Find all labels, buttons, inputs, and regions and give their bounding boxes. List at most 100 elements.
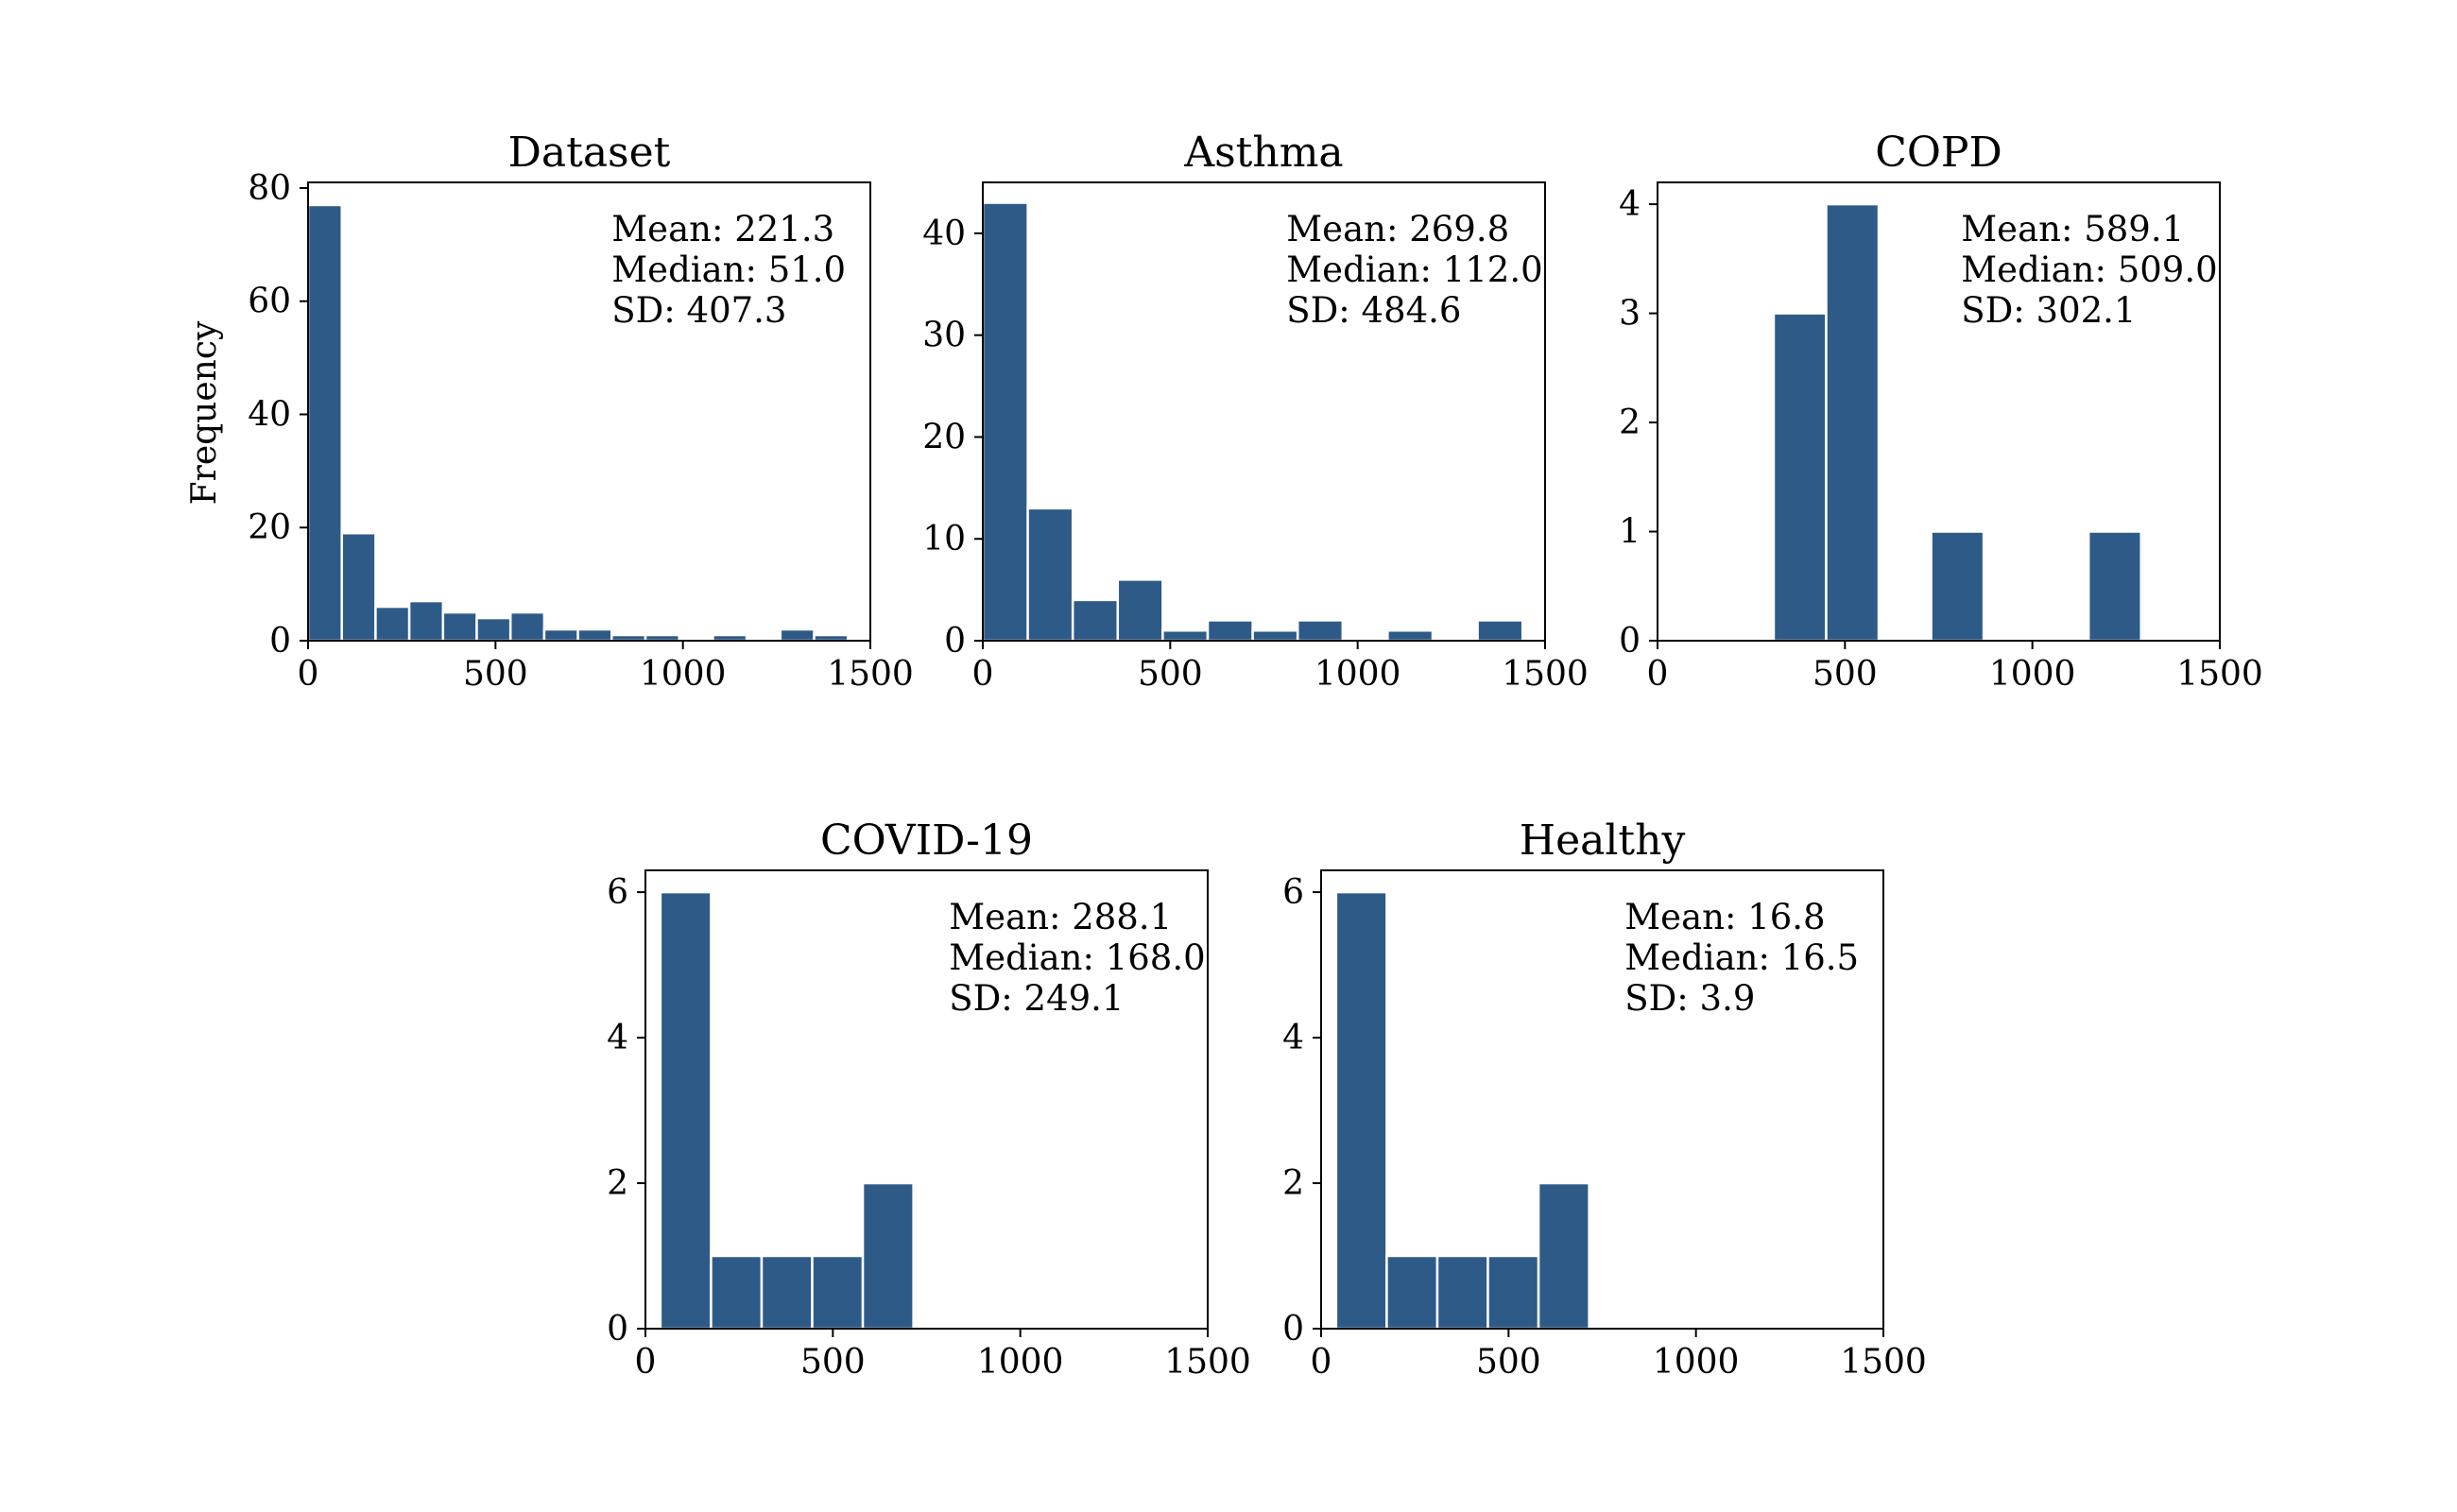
bar-asthma-7: [1296, 619, 1345, 643]
y-tick-label-dataset-4: 80: [248, 169, 291, 208]
axes-frame-healthy: [1320, 869, 1884, 1330]
x-tick-label-asthma-1: 500: [1138, 655, 1203, 694]
y-tick-label-asthma-0: 0: [944, 622, 966, 661]
x-tick-label-covid19-0: 0: [635, 1343, 657, 1382]
y-tick-label-asthma-4: 40: [922, 215, 966, 253]
bar-dataset-7: [542, 627, 579, 643]
panel-asthma: 0 500 1000 1500 0 10 20 30 40 Asthma Mean: 269.8Me…: [922, 129, 1589, 694]
bar-asthma-5: [1206, 619, 1254, 643]
y-tick-label-dataset-2: 40: [248, 395, 291, 434]
axes-frame-covid19: [644, 869, 1209, 1330]
bar-dataset-4: [441, 610, 478, 643]
bar-copd-3: [1930, 530, 1985, 643]
x-tick-label-copd-2: 1000: [1989, 655, 2076, 694]
panel-healthy: 0 500 1000 1500 0 2 4 6 Healthy Mean: 16.8Median:…: [1282, 816, 1927, 1382]
x-tick-label-dataset-2: 1000: [640, 655, 727, 694]
bar-asthma-1: [1026, 507, 1074, 643]
bar-dataset-14: [779, 627, 816, 643]
x-tick-label-covid19-3: 1500: [1164, 1343, 1251, 1382]
bar-asthma-0: [981, 201, 1029, 643]
stat-covid19-1: Median: 168.0: [949, 937, 1205, 978]
stat-healthy-2: SD: 3.9: [1624, 978, 1755, 1019]
bar-covid19-0: [659, 890, 713, 1331]
x-tick-label-asthma-3: 1500: [1502, 655, 1589, 694]
axes-frame-copd: [1657, 181, 2221, 642]
y-tick-label-healthy-2: 4: [1282, 1019, 1304, 1057]
stat-covid19-0: Mean: 288.1: [949, 897, 1172, 937]
y-tick-label-healthy-1: 2: [1282, 1164, 1304, 1203]
x-tick-label-dataset-1: 500: [463, 655, 528, 694]
x-tick-label-healthy-3: 1500: [1840, 1343, 1927, 1382]
y-tick-label-copd-4: 4: [1619, 185, 1641, 224]
stat-asthma-1: Median: 112.0: [1286, 249, 1542, 290]
axes-frame-asthma: [982, 181, 1546, 642]
bar-asthma-4: [1161, 628, 1210, 643]
y-tick-label-dataset-3: 60: [248, 283, 291, 321]
bar-covid19-3: [811, 1254, 865, 1331]
bar-dataset-0: [306, 203, 343, 643]
axes-frame-dataset: [307, 181, 871, 642]
y-tick-label-covid19-0: 0: [607, 1310, 628, 1349]
bar-copd-1: [1825, 202, 1881, 643]
stat-dataset-0: Mean: 221.3: [611, 209, 834, 249]
x-tick-label-asthma-2: 1000: [1314, 655, 1401, 694]
chart-title-dataset: Dataset: [508, 129, 671, 177]
bar-asthma-11: [1476, 619, 1524, 643]
y-tick-label-copd-2: 2: [1619, 404, 1641, 442]
x-tick-label-covid19-2: 1000: [977, 1343, 1064, 1382]
y-tick-label-copd-1: 1: [1619, 513, 1641, 552]
y-tick-label-asthma-1: 10: [922, 520, 966, 558]
y-tick-label-covid19-2: 4: [607, 1019, 628, 1057]
x-tick-label-copd-1: 500: [1813, 655, 1878, 694]
y-tick-label-dataset-0: 0: [269, 622, 291, 661]
bar-dataset-6: [508, 610, 546, 643]
y-tick-label-asthma-3: 30: [922, 317, 966, 355]
bar-copd-6: [2087, 530, 2142, 643]
x-tick-label-dataset-3: 1500: [827, 655, 914, 694]
stat-copd-2: SD: 302.1: [1961, 290, 2136, 331]
chart-title-copd: COPD: [1875, 129, 2002, 177]
stat-healthy-0: Mean: 16.8: [1624, 897, 1825, 937]
stat-covid19-2: SD: 249.1: [949, 978, 1124, 1019]
stat-dataset-1: Median: 51.0: [611, 249, 846, 290]
y-tick-label-healthy-3: 6: [1282, 873, 1304, 912]
x-tick-label-copd-0: 0: [1647, 655, 1669, 694]
y-tick-label-covid19-1: 2: [607, 1164, 628, 1203]
y-tick-label-copd-0: 0: [1619, 622, 1641, 661]
bar-dataset-2: [374, 605, 411, 643]
bar-dataset-5: [475, 616, 512, 643]
y-tick-label-asthma-2: 20: [922, 418, 966, 456]
y-tick-label-healthy-0: 0: [1282, 1310, 1304, 1349]
stat-healthy-1: Median: 16.5: [1624, 937, 1859, 978]
x-tick-label-copd-3: 1500: [2176, 655, 2263, 694]
stat-asthma-2: SD: 484.6: [1286, 290, 1461, 331]
bar-healthy-1: [1385, 1254, 1439, 1331]
panel-copd: 0 500 1000 1500 0 1 2 3 4 COPD Mean: 589.1Median: …: [1619, 129, 2263, 694]
x-tick-label-healthy-2: 1000: [1653, 1343, 1740, 1382]
y-tick-label-covid19-3: 6: [607, 873, 628, 912]
chart-title-healthy: Healthy: [1520, 816, 1686, 865]
bar-covid19-4: [861, 1181, 915, 1331]
stat-dataset-2: SD: 407.3: [611, 290, 786, 331]
bar-dataset-1: [340, 531, 377, 643]
y-axis-label: Frequency: [185, 320, 224, 505]
bar-copd-0: [1772, 312, 1828, 643]
x-tick-label-covid19-1: 500: [800, 1343, 866, 1382]
bar-covid19-1: [710, 1254, 764, 1331]
chart-title-covid19: COVID-19: [820, 816, 1033, 865]
stat-copd-1: Median: 509.0: [1961, 249, 2217, 290]
bar-healthy-0: [1334, 890, 1388, 1331]
bar-asthma-2: [1071, 598, 1120, 643]
bar-asthma-3: [1116, 578, 1164, 643]
bar-covid19-2: [760, 1254, 814, 1331]
chart-title-asthma: Asthma: [1183, 129, 1343, 177]
bar-healthy-2: [1435, 1254, 1489, 1331]
panel-dataset: 0 500 1000 1500 0 20 40 60 80 Dataset Mean: 221.3M…: [248, 129, 914, 694]
bar-healthy-3: [1486, 1254, 1540, 1331]
x-tick-label-healthy-1: 500: [1476, 1343, 1541, 1382]
stat-asthma-0: Mean: 269.8: [1286, 209, 1509, 249]
x-tick-label-asthma-0: 0: [972, 655, 994, 694]
bar-asthma-9: [1386, 628, 1435, 643]
stat-copd-0: Mean: 589.1: [1961, 209, 2184, 249]
